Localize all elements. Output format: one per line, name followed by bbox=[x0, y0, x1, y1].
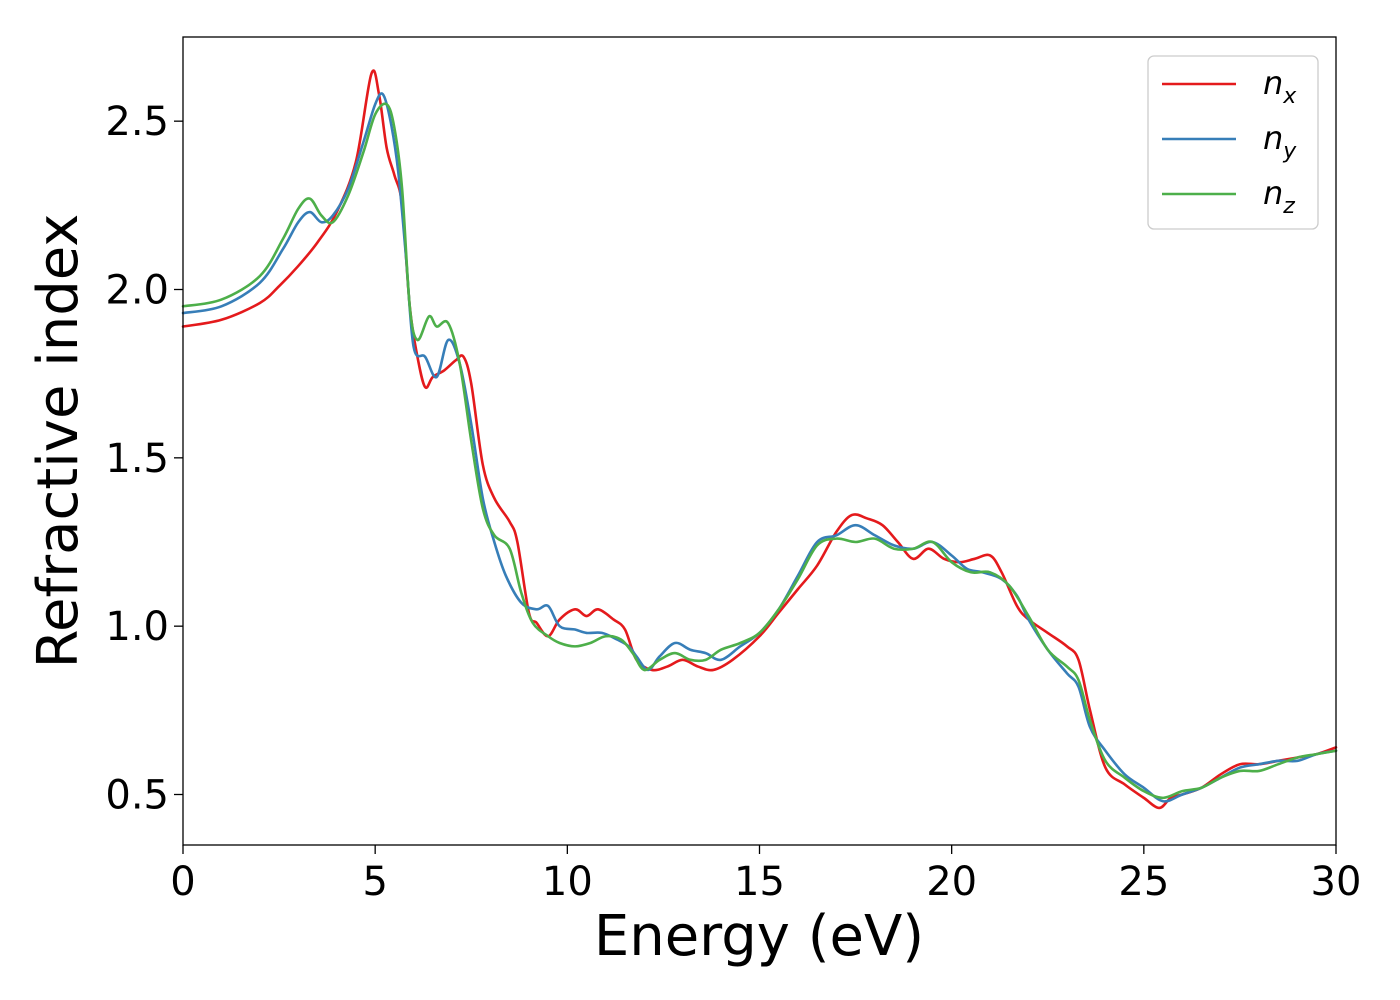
x-tick-label: 0 bbox=[170, 859, 195, 905]
legend-label-y: ny bbox=[1263, 119, 1297, 164]
x-axis: 0 5 10 15 20 25 30 bbox=[170, 845, 1361, 905]
y-axis-title: Refractive index bbox=[26, 214, 91, 669]
y-axis: 0.5 1.0 1.5 2.0 2.5 bbox=[105, 99, 183, 819]
y-tick-label: 2.5 bbox=[105, 99, 169, 145]
y-tick-label: 0.5 bbox=[105, 773, 169, 819]
x-tick-label: 20 bbox=[926, 859, 977, 905]
series-layer bbox=[181, 69, 1338, 810]
legend: nx ny nz bbox=[1147, 55, 1319, 230]
legend-label-x: nx bbox=[1263, 64, 1297, 109]
series-line-y bbox=[181, 92, 1338, 803]
x-tick-label: 5 bbox=[362, 859, 387, 905]
legend-box bbox=[1147, 55, 1319, 230]
x-tick-label: 15 bbox=[734, 859, 785, 905]
x-tick-label: 25 bbox=[1118, 859, 1169, 905]
y-tick-label: 1.0 bbox=[105, 604, 169, 650]
x-tick-label: 10 bbox=[542, 859, 593, 905]
x-tick-label: 30 bbox=[1311, 859, 1362, 905]
legend-label-z: nz bbox=[1263, 174, 1295, 219]
y-tick-label: 1.5 bbox=[105, 436, 169, 482]
y-tick-label: 2.0 bbox=[105, 268, 169, 314]
x-axis-title: Energy (eV) bbox=[594, 904, 924, 969]
series-line-z bbox=[181, 102, 1338, 800]
